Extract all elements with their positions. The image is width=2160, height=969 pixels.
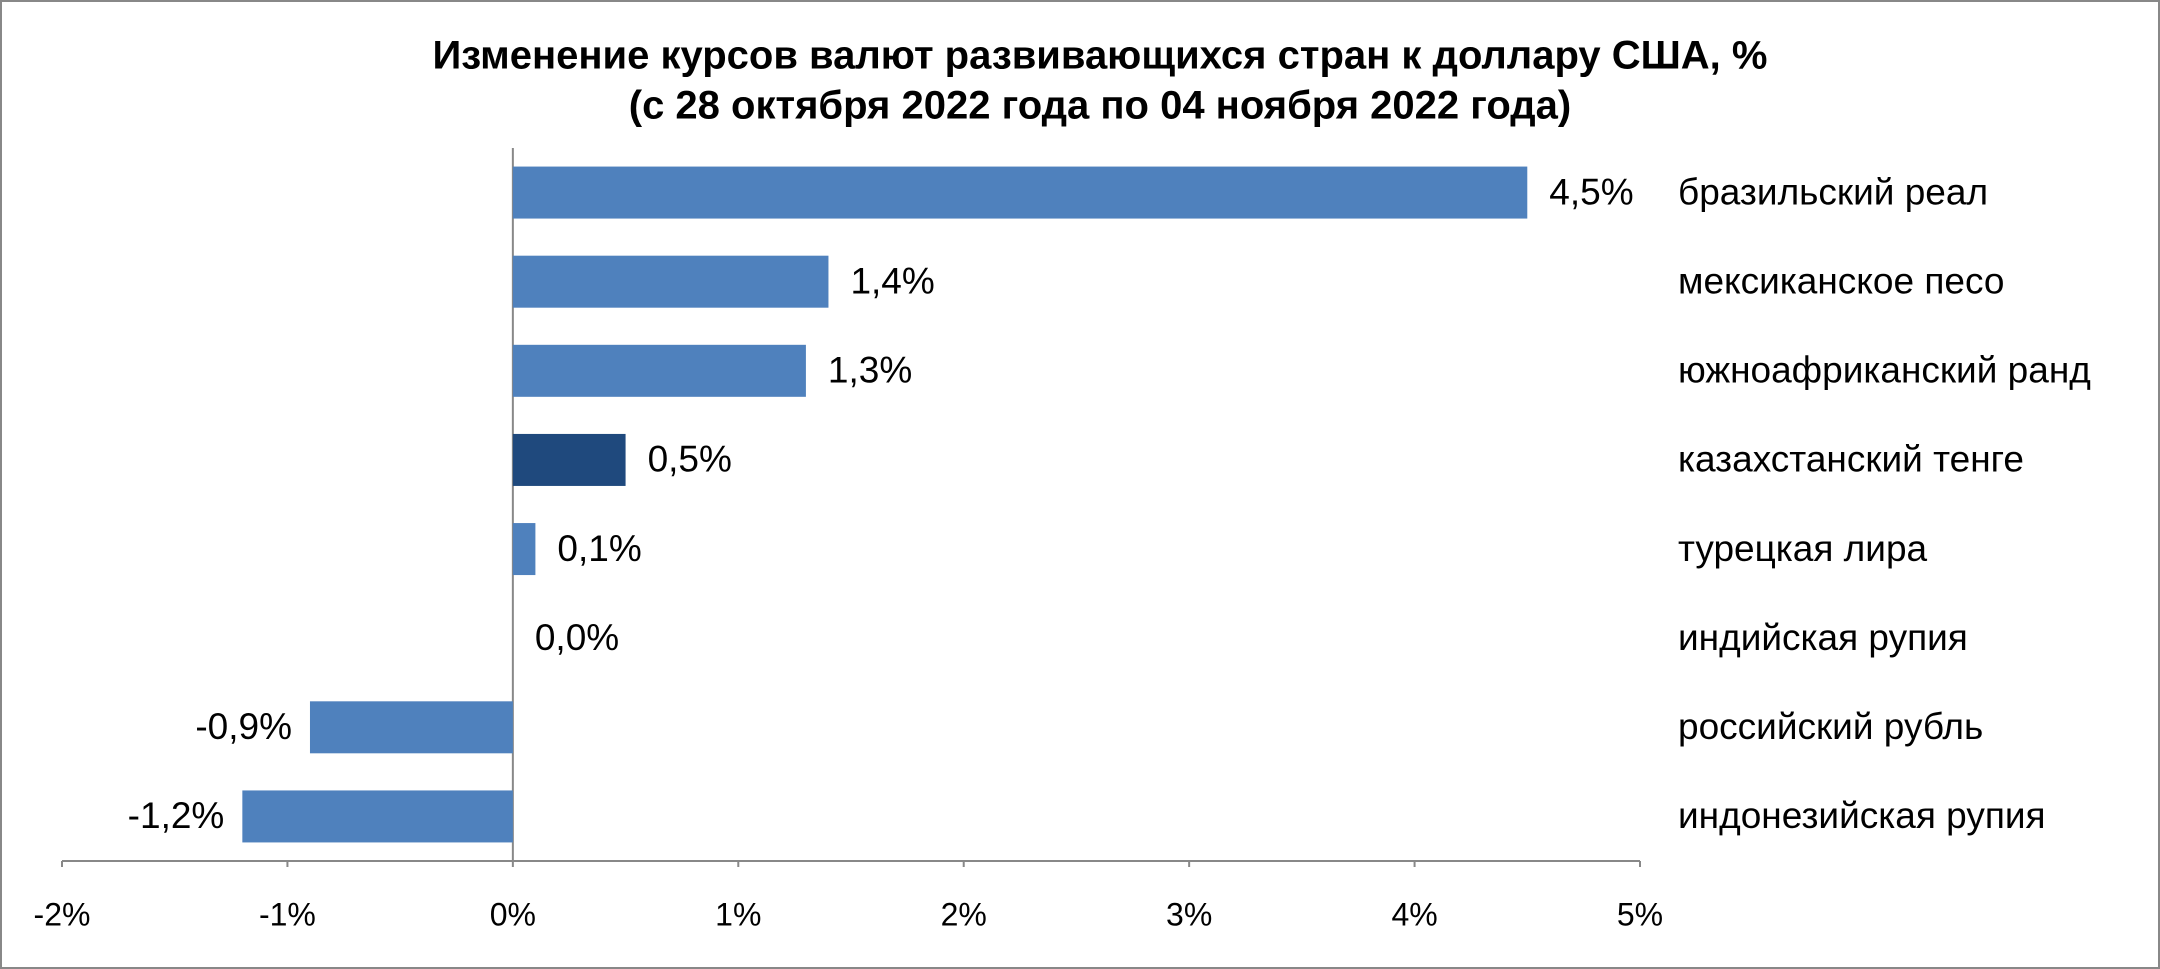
category-label: бразильский реал xyxy=(1678,171,1988,212)
category-label: российский рубль xyxy=(1678,706,1983,747)
chart-subtitle: (с 28 октября 2022 года по 04 ноября 202… xyxy=(629,84,1572,128)
bar xyxy=(242,790,513,843)
bar xyxy=(512,433,626,486)
bar xyxy=(512,344,806,397)
value-label: 4,5% xyxy=(1549,171,1633,212)
value-label: 1,3% xyxy=(828,350,912,391)
bar xyxy=(512,255,829,308)
x-tick-label: -2% xyxy=(34,896,91,932)
bar xyxy=(512,523,536,576)
x-tick-label: -1% xyxy=(259,896,316,932)
category-label: индийская рупия xyxy=(1678,617,1968,658)
bar xyxy=(309,701,513,754)
x-tick-label: 4% xyxy=(1391,896,1437,932)
x-tick-label: 5% xyxy=(1617,896,1663,932)
value-label: 1,4% xyxy=(850,260,934,301)
x-tick-label: 0% xyxy=(490,896,536,932)
category-label: турецкая лира xyxy=(1678,528,1928,569)
category-label: мексиканское песо xyxy=(1678,260,2004,301)
category-label: индонезийская рупия xyxy=(1678,795,2046,836)
value-label: -1,2% xyxy=(128,795,225,836)
x-tick-label: 3% xyxy=(1166,896,1212,932)
category-label: южноафриканский ранд xyxy=(1678,350,2091,391)
x-tick-label: 2% xyxy=(941,896,987,932)
value-label: 0,5% xyxy=(648,439,732,480)
value-label: 0,1% xyxy=(557,528,641,569)
chart-title: Изменение курсов валют развивающихся стр… xyxy=(433,34,1768,78)
value-label: -0,9% xyxy=(195,706,292,747)
x-tick-label: 1% xyxy=(715,896,761,932)
bar xyxy=(512,166,1528,219)
value-label: 0,0% xyxy=(535,617,619,658)
category-label: казахстанский тенге xyxy=(1678,439,2024,480)
